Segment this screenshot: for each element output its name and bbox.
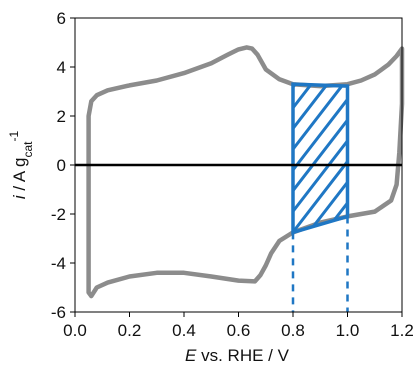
y-axis-label-rest: / A g [10, 158, 29, 196]
x-tick-label: 0.8 [281, 321, 305, 340]
hatch-line [293, 84, 321, 233]
x-tick-label: 1.0 [336, 321, 360, 340]
hatch-line [141, 74, 271, 242]
shaded-region-hatch [93, 74, 418, 242]
x-axis-label-italic: E [185, 346, 197, 365]
hatch-line [157, 74, 287, 242]
y-tick-label: -6 [51, 303, 66, 322]
hatch-line [315, 84, 348, 233]
y-tick-label: 4 [57, 58, 66, 77]
y-axis-label-sub: cat [21, 141, 35, 158]
y-tick-label: 0 [57, 156, 66, 175]
hatch-line [293, 84, 337, 233]
x-axis-label-rest: vs. RHE / V [196, 346, 289, 365]
hatch-line [413, 74, 418, 242]
y-axis-label-sup: -1 [7, 131, 21, 142]
x-tick-label: 0.6 [227, 321, 251, 340]
hatch-line [109, 74, 239, 242]
x-tick-label: 1.2 [390, 321, 414, 340]
plot-layer [86, 45, 418, 312]
cv-curve [86, 45, 405, 299]
axis-layer: 0.0 0.2 0.4 0.6 0.8 1.0 1.2 6 4 2 0 -2 -4 -6 [51, 9, 414, 340]
hatch-line [125, 74, 255, 242]
hatch-line [293, 84, 348, 233]
y-axis-label-italic: i [10, 194, 29, 199]
hatch-line [293, 84, 348, 233]
hatch-line [93, 74, 223, 242]
hatch-line [365, 74, 418, 242]
hatch-line [293, 84, 348, 233]
x-axis-label: E vs. RHE / V [185, 346, 290, 365]
y-axis-label: i / A gcat-1 [7, 131, 35, 200]
x-tick-label: 0.4 [172, 321, 196, 340]
y-tick-label: 6 [57, 9, 66, 28]
hatch-line [349, 74, 418, 242]
x-tick-label: 0.0 [63, 321, 87, 340]
hatch-line [293, 84, 348, 233]
y-tick-label: -4 [51, 254, 66, 273]
y-tick-label: 2 [57, 107, 66, 126]
y-tick-label: -2 [51, 205, 66, 224]
hatch-line [293, 84, 348, 233]
x-tick-label: 0.2 [118, 321, 142, 340]
hatch-line [299, 84, 348, 233]
hatch-line [293, 84, 305, 233]
